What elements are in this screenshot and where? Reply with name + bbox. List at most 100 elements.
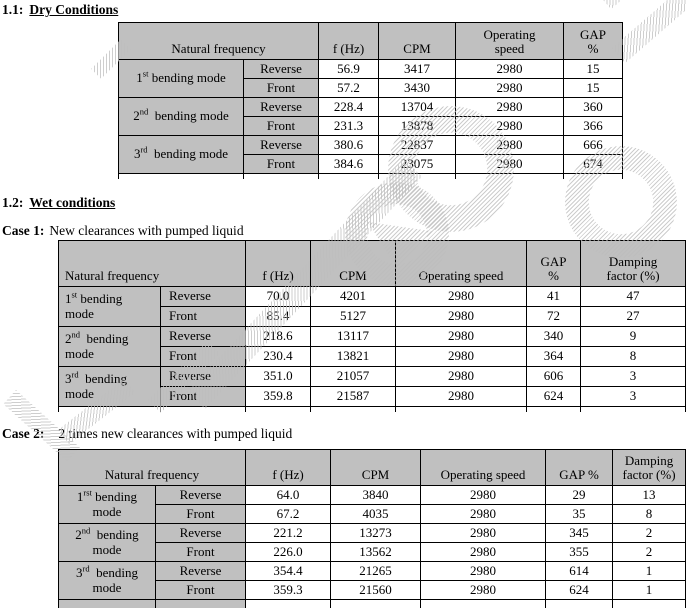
cell-direction: Reverse: [161, 287, 246, 307]
header-natural-frequency: Natural frequency: [59, 450, 246, 486]
cell-damping: 9: [581, 327, 686, 347]
cell-cpm: 3840: [331, 486, 421, 505]
cell-gap: 614: [546, 562, 613, 581]
table-row: 3rd bending mode Reverse 351.0 21057 298…: [59, 367, 686, 387]
cell-direction: Reverse: [156, 524, 246, 543]
stub-cell: [161, 407, 246, 413]
cell-gap: 41: [527, 287, 581, 307]
table-row: 1rst bending mode Reverse 64.0 3840 2980…: [59, 486, 686, 505]
mode-rest: bending mode: [90, 527, 138, 557]
cell-cpm: 13821: [311, 347, 396, 367]
header-line: Operating: [458, 28, 561, 43]
cell-damping: 8: [613, 505, 686, 524]
cell-gap: 606: [527, 367, 581, 387]
cell-gap: 340: [527, 327, 581, 347]
cell-direction: Reverse: [244, 60, 319, 79]
table-row: 1st bending mode Reverse 56.9 3417 2980 …: [119, 60, 623, 79]
cell-direction: Front: [161, 307, 246, 327]
mode-ordinal: rd: [140, 145, 147, 155]
cell-f-hz: 221.2: [246, 524, 331, 543]
cell-operating-speed: 2980: [396, 347, 527, 367]
mode-rest: bending mode: [92, 489, 137, 519]
cell-gap: 666: [564, 136, 623, 155]
cell-direction: Front: [244, 117, 319, 136]
cell-cpm: 4035: [331, 505, 421, 524]
cell-cpm: 21265: [331, 562, 421, 581]
cell-gap: 674: [564, 155, 623, 174]
header-line: Damping: [615, 454, 683, 469]
cell-mode: 3rd bending mode: [59, 367, 161, 407]
stub-cell: [581, 407, 686, 413]
stub-cell: [119, 174, 244, 180]
header-line: speed: [458, 42, 561, 57]
cell-gap: 366: [564, 117, 623, 136]
table-continuation-stub: [59, 407, 686, 413]
cell-direction: Front: [161, 387, 246, 407]
header-cpm: CPM: [331, 450, 421, 486]
table-row: 3rd bending mode Reverse 354.4 21265 298…: [59, 562, 686, 581]
cell-gap: 72: [527, 307, 581, 327]
cell-gap: 624: [546, 581, 613, 600]
header-f-hz: f (Hz): [319, 23, 379, 60]
cell-damping: 1: [613, 562, 686, 581]
cell-mode: 1st bending mode: [119, 60, 244, 98]
table-row: 2nd bending mode Reverse 228.4 13704 298…: [119, 98, 623, 117]
cell-cpm: 13562: [331, 543, 421, 562]
cell-cpm: 13117: [311, 327, 396, 347]
cell-f-hz: 56.9: [319, 60, 379, 79]
cell-gap: 345: [546, 524, 613, 543]
cell-mode: 1rst bending mode: [59, 486, 156, 524]
watermark-shape: [612, 0, 686, 63]
case2-heading: Case 2:2 times new clearances with pumpe…: [2, 426, 292, 442]
cell-direction: Front: [244, 79, 319, 98]
header-operating-speed: Operating speed: [396, 241, 527, 287]
stub-cell: [246, 407, 311, 413]
cell-gap: 364: [527, 347, 581, 367]
stub-cell: [379, 174, 456, 180]
header-f-hz: f (Hz): [246, 241, 311, 287]
mode-rest: bending mode: [148, 146, 229, 161]
stub-cell: [59, 407, 161, 413]
cell-cpm: 21560: [331, 581, 421, 600]
table-continuation-stub: [119, 174, 623, 180]
cell-damping: 13: [613, 486, 686, 505]
cell-f-hz: 354.4: [246, 562, 331, 581]
cell-f-hz: 218.6: [246, 327, 311, 347]
header-natural-frequency: Natural frequency: [119, 23, 319, 60]
cell-cpm: 4201: [311, 287, 396, 307]
cell-cpm: 13704: [379, 98, 456, 117]
cell-operating-speed: 2980: [421, 543, 546, 562]
stub-cell: [244, 174, 319, 180]
cell-gap: 360: [564, 98, 623, 117]
cell-direction: Reverse: [161, 367, 246, 387]
case-label: Case 2:: [2, 426, 44, 441]
section-number: 1.2:: [2, 195, 23, 210]
cell-gap: 624: [527, 387, 581, 407]
cell-cpm: 3417: [379, 60, 456, 79]
mode-ordinal: rd: [83, 564, 90, 574]
cell-f-hz: 64.0: [246, 486, 331, 505]
cell-f-hz: 359.8: [246, 387, 311, 407]
cell-mode: 2nd bending mode: [59, 524, 156, 562]
cell-mode: 3rd bending mode: [59, 562, 156, 600]
cell-operating-speed: 2980: [421, 562, 546, 581]
cell-f-hz: 359.3: [246, 581, 331, 600]
header-line: factor (%): [583, 269, 683, 284]
cell-f-hz: 231.3: [319, 117, 379, 136]
section-number: 1.1:: [2, 2, 23, 17]
mode-ordinal: nd: [140, 107, 149, 117]
cell-mode: 2nd bending mode: [119, 98, 244, 136]
header-natural-frequency: Natural frequency: [59, 241, 246, 287]
cell-operating-speed: 2980: [396, 387, 527, 407]
section-heading-wet: 1.2:Wet conditions: [2, 195, 115, 211]
cell-operating-speed: 2980: [396, 287, 527, 307]
cell-f-hz: 85.4: [246, 307, 311, 327]
header-gap: GAP%: [564, 23, 623, 60]
case-label: Case 1:: [2, 223, 44, 238]
section-title: Dry Conditions: [29, 2, 118, 17]
cell-operating-speed: 2980: [396, 307, 527, 327]
header-f-hz: f (Hz): [246, 450, 331, 486]
